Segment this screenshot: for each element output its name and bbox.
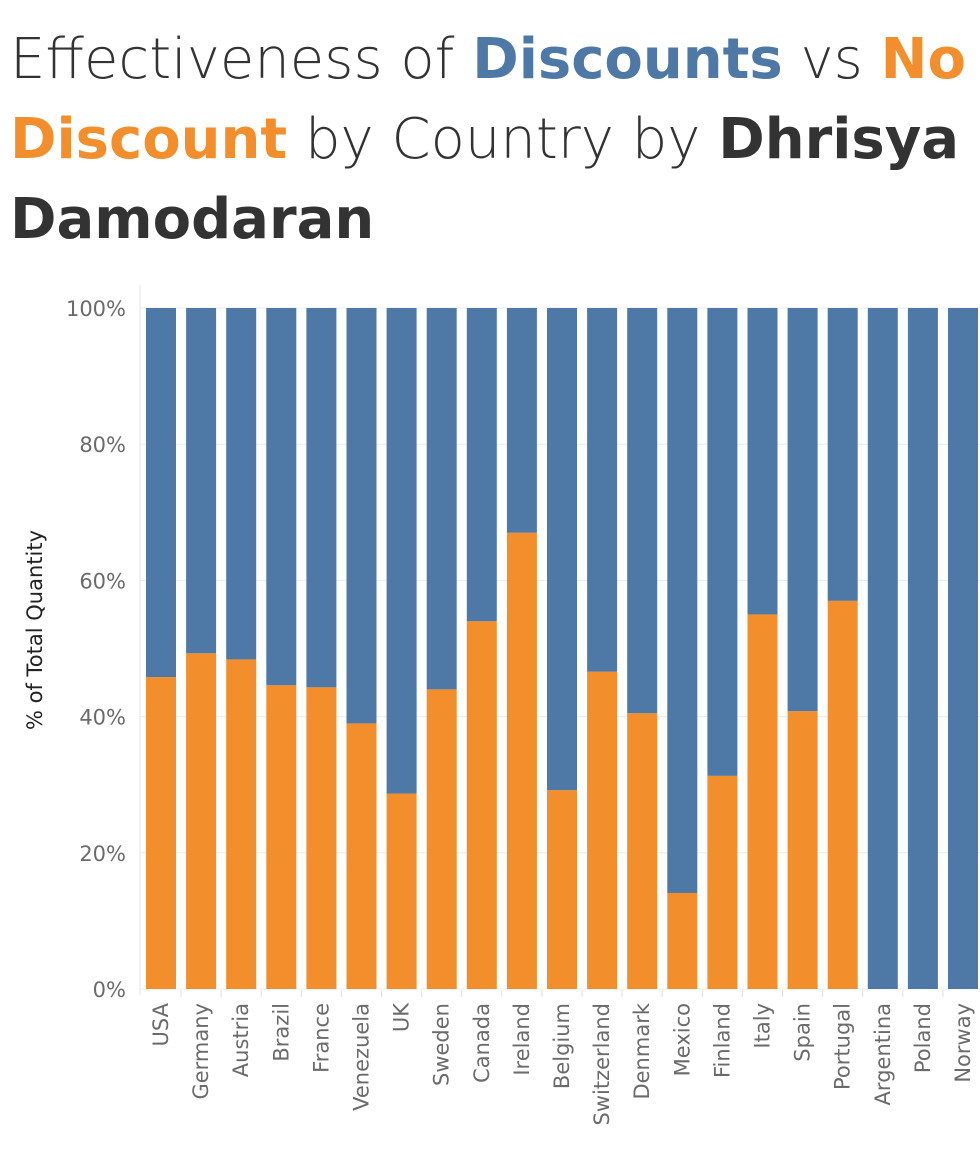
bar-discount (627, 308, 658, 714)
x-tick-label: Argentina (871, 1003, 895, 1105)
x-tick-label: Belgium (550, 1003, 574, 1089)
y-tick-label: 80% (79, 433, 126, 457)
bar-discount (426, 308, 457, 690)
bar-no-discount (226, 659, 257, 989)
bar-discount (466, 308, 497, 622)
bar-discount (867, 308, 898, 989)
y-tick-label: 40% (79, 706, 126, 730)
x-tick-label: Mexico (670, 1003, 694, 1076)
bar-discount (747, 308, 778, 615)
bar-discount (827, 308, 858, 601)
bar-discount (146, 308, 176, 678)
x-tick-label: Brazil (269, 1003, 293, 1062)
bar-discount (787, 308, 818, 712)
y-tick-label: 100% (66, 297, 126, 321)
x-tick-label: Norway (951, 1003, 975, 1083)
bar-no-discount (667, 892, 698, 989)
bar-no-discount (346, 723, 377, 989)
bar-discount (186, 308, 217, 654)
bar-no-discount (386, 793, 417, 989)
axis-layer: 0% 20% 40% 60% 80% 100% USA Germany Austria Brazi… (66, 285, 975, 1126)
chart-title: Effectiveness of Discounts vs No Discoun… (10, 20, 970, 260)
bar-discount (306, 308, 337, 688)
bar-no-discount (266, 685, 297, 989)
x-tick-label: Finland (710, 1003, 734, 1078)
title-part-2: vs (782, 27, 881, 92)
x-tick-label: Austria (229, 1003, 253, 1077)
x-tick-label: Switzerland (590, 1003, 614, 1126)
title-part-1: Effectiveness of (10, 27, 473, 92)
bar-discount (346, 308, 377, 724)
x-tick-label: USA (149, 1002, 173, 1046)
x-tick-label: Ireland (510, 1003, 534, 1076)
bar-discount (547, 308, 577, 791)
y-tick-label: 20% (79, 842, 126, 866)
bar-no-discount (146, 677, 176, 989)
title-discounts: Discounts (472, 27, 783, 92)
x-tick-label: Germany (189, 1003, 213, 1100)
x-tick-label: Venezuela (350, 1003, 374, 1111)
bar-no-discount (547, 790, 577, 989)
x-tick-label: Spain (791, 1003, 815, 1062)
bar-discount (667, 308, 698, 893)
x-tick-label: Portugal (831, 1003, 855, 1090)
x-tick-label: France (309, 1003, 333, 1073)
bar-discount (587, 308, 618, 672)
bar-no-discount (627, 713, 658, 989)
bar-no-discount (587, 671, 618, 989)
bar-discount (386, 308, 417, 794)
bar-discount (266, 308, 297, 686)
x-tick-label: Italy (751, 1003, 775, 1049)
y-tick-label: 0% (93, 978, 126, 1002)
x-tick-label: Poland (911, 1003, 935, 1073)
bar-no-discount (466, 621, 497, 989)
title-part-3: by Country by (287, 107, 719, 172)
bar-no-discount (506, 532, 537, 989)
bar-no-discount (426, 689, 457, 989)
bar-no-discount (747, 614, 778, 989)
bar-discount (707, 308, 738, 776)
x-tick-label: Canada (470, 1003, 494, 1083)
bar-discount (907, 308, 938, 989)
y-axis-label: % of Total Quantity (23, 530, 47, 730)
bar-no-discount (186, 653, 217, 989)
x-tick-label: Denmark (630, 1002, 654, 1099)
bars-layer (146, 308, 978, 989)
bar-discount (506, 308, 537, 533)
title-no-discount: No Discount (10, 27, 966, 172)
bar-no-discount (787, 711, 818, 989)
x-tick-label: Sweden (430, 1003, 454, 1086)
bar-no-discount (306, 687, 337, 989)
bar-discount (226, 308, 257, 660)
bar-no-discount (707, 775, 738, 989)
y-tick-label: 60% (79, 569, 126, 593)
bar-no-discount (827, 600, 858, 989)
x-tick-label: UK (390, 1002, 414, 1032)
bar-discount (948, 308, 978, 989)
title-author: Dhrisya Damodaran (10, 107, 960, 252)
